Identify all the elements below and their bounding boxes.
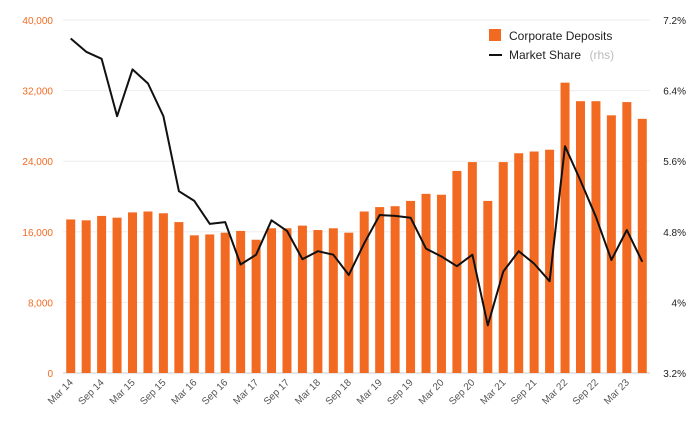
bar-jun-19: [390, 206, 400, 373]
x-tick-label: Sep 22: [571, 377, 601, 407]
legend-market-share-name: Market Share: [509, 48, 581, 62]
market-share-line: [70, 37, 644, 327]
x-tick-label: Mar 20: [417, 377, 447, 407]
bar-dec-19: [421, 193, 431, 373]
bar-jun-23: [637, 118, 647, 373]
bar-sep-14: [97, 215, 107, 373]
x-tick-label: Mar 19: [355, 377, 385, 407]
x-tick-label: Sep 20: [447, 377, 477, 407]
bar-sep-16: [220, 232, 230, 373]
right-axis: 3.2% 4% 4.8% 5.6% 6.4% 7.2%: [663, 16, 686, 380]
market-share-line-group: [70, 37, 644, 327]
right-tick-label: 4.8%: [663, 228, 686, 239]
bar-dec-21: [545, 149, 555, 373]
right-tick-label: 3.2%: [663, 369, 686, 380]
legend-label-market-share: Market Share (rhs): [509, 46, 614, 63]
x-tick-label: Mar 18: [293, 377, 323, 407]
legend-label-corporate-deposits: Corporate Deposits: [509, 29, 612, 43]
bar-jun-18: [328, 228, 338, 373]
corporate-deposits-bars: [66, 82, 647, 373]
x-tick-label: Sep 14: [77, 377, 107, 407]
bar-jun-14: [81, 220, 91, 373]
bar-mar-22: [560, 82, 570, 373]
x-tick-label: Sep 19: [385, 377, 415, 407]
right-tick-label: 7.2%: [663, 16, 686, 27]
bar-jun-22: [575, 101, 585, 373]
bar-dec-16: [236, 230, 246, 373]
x-tick-label: Mar 17: [231, 377, 261, 407]
bar-mar-18: [313, 230, 323, 373]
x-tick-label: Mar 16: [170, 377, 200, 407]
bar-dec-18: [359, 211, 369, 373]
bar-dec-20: [483, 200, 493, 373]
bar-dec-15: [174, 222, 184, 373]
bar-sep-19: [406, 200, 416, 373]
bar-jun-20: [452, 170, 462, 373]
bar-jun-17: [267, 228, 277, 373]
left-tick-label: 24,000: [22, 157, 53, 168]
x-tick-label: Sep 21: [509, 377, 539, 407]
bar-dec-22: [606, 115, 616, 373]
left-tick-label: 8,000: [28, 298, 53, 309]
x-tick-label: Mar 14: [46, 377, 76, 407]
bar-sep-18: [344, 232, 354, 373]
bar-dec-14: [112, 217, 122, 373]
x-tick-label: Sep 15: [138, 377, 168, 407]
bar-mar-15: [128, 212, 138, 373]
bar-sep-20: [467, 162, 477, 373]
x-tick-label: Mar 15: [108, 377, 138, 407]
bar-sep-22: [591, 101, 601, 373]
bar-jun-21: [514, 153, 524, 373]
x-tick-label: Mar 23: [602, 377, 632, 407]
left-tick-label: 40,000: [22, 16, 53, 27]
bar-jun-16: [205, 234, 215, 373]
x-tick-label: Mar 22: [540, 377, 570, 407]
bar-mar-23: [622, 102, 632, 373]
right-tick-label: 5.6%: [663, 157, 686, 168]
left-axis: 0 8,000 16,000 24,000 32,000 40,000: [22, 16, 53, 380]
bar-sep-21: [529, 151, 539, 373]
bar-sep-17: [282, 228, 292, 373]
bar-jun-15: [143, 211, 153, 373]
left-tick-label: 32,000: [22, 87, 53, 98]
legend: Corporate Deposits Market Share (rhs): [489, 29, 614, 63]
right-tick-label: 4%: [672, 298, 687, 309]
x-tick-label: Sep 16: [200, 377, 230, 407]
right-tick-label: 6.4%: [663, 87, 686, 98]
x-tick-label: Mar 21: [479, 377, 509, 407]
x-axis: Mar 14 Sep 14 Mar 15 Sep 15 Mar 16 Sep 16 Mar …: [46, 377, 632, 408]
bar-dec-17: [297, 225, 307, 373]
bar-mar-14: [66, 219, 76, 373]
left-tick-label: 0: [47, 369, 53, 380]
bar-mar-19: [375, 207, 385, 373]
legend-market-share-rhs: (rhs): [589, 48, 614, 62]
bar-mar-21: [498, 162, 508, 373]
bar-mar-17: [251, 239, 261, 373]
bar-sep-15: [158, 213, 168, 373]
bar-mar-16: [189, 235, 199, 373]
legend-swatch-corporate-deposits: [489, 29, 501, 41]
x-tick-label: Sep 18: [324, 377, 354, 407]
bar-mar-20: [436, 194, 446, 373]
x-tick-label: Sep 17: [262, 377, 292, 407]
left-tick-label: 16,000: [22, 228, 53, 239]
